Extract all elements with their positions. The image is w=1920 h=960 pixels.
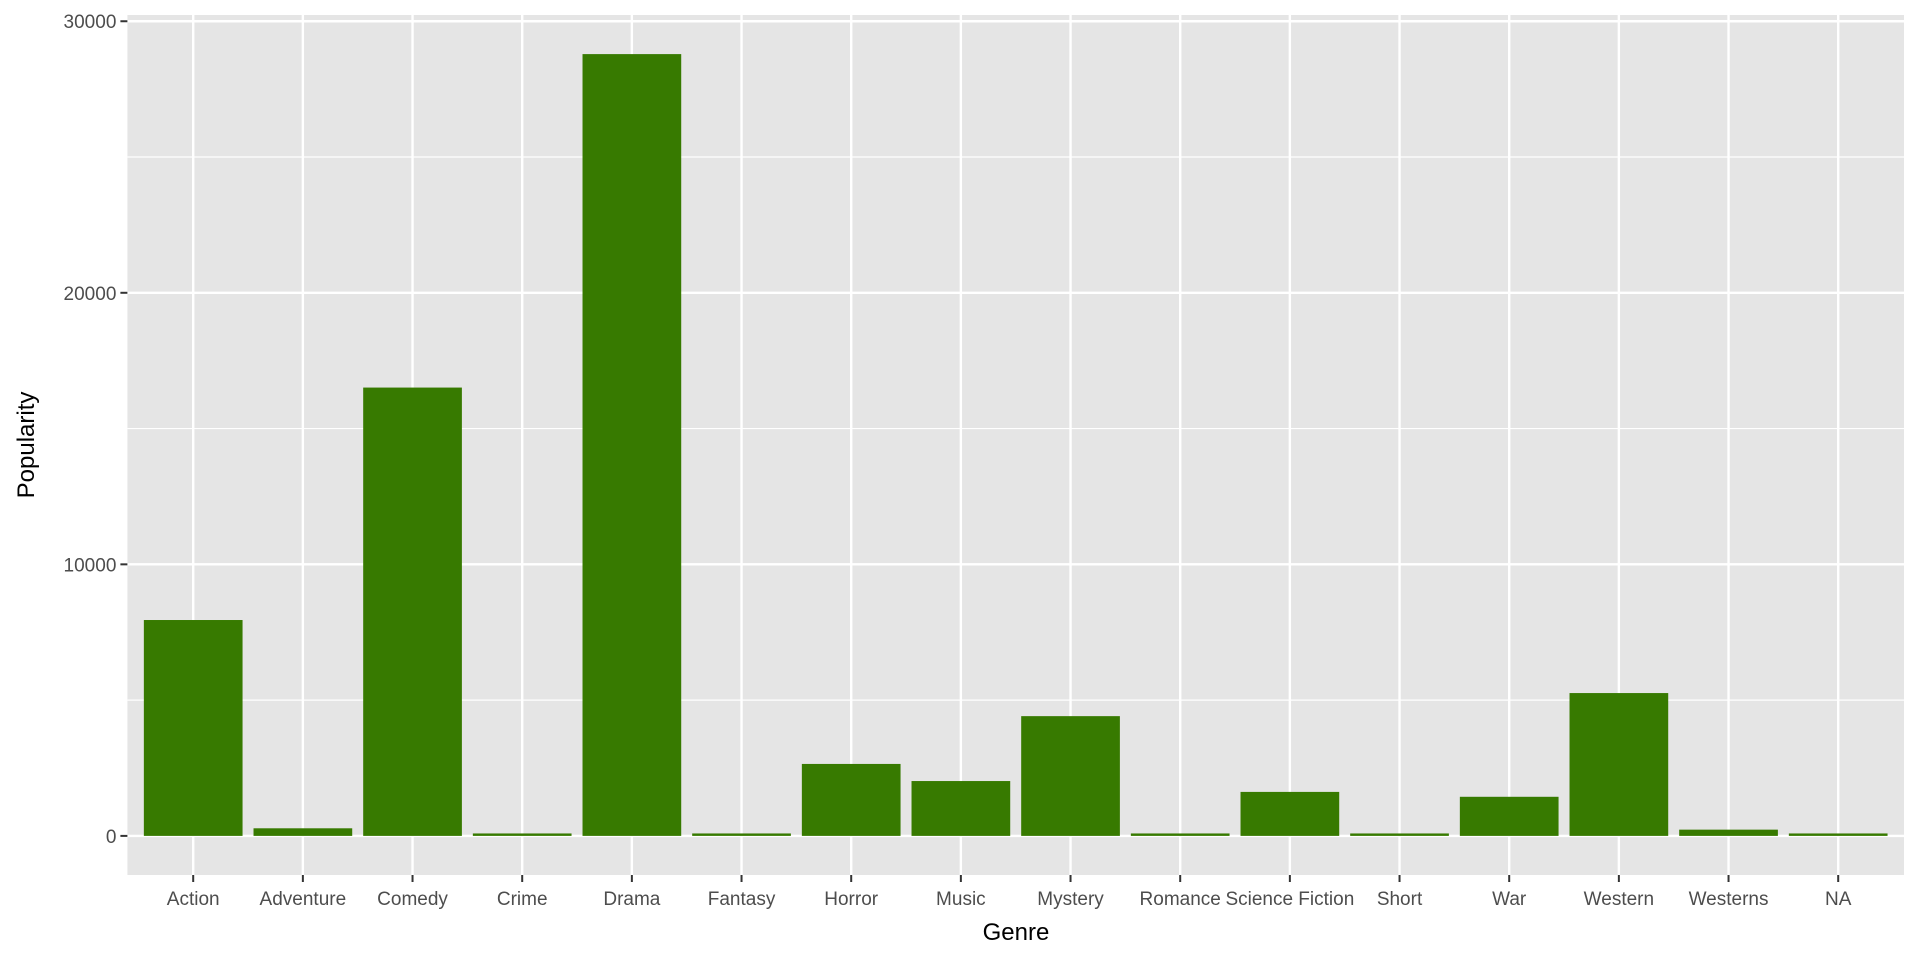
y-tick-label: 20000 [64,284,117,305]
x-tick-label: Music [936,889,986,910]
x-tick-label: Short [1377,889,1423,910]
x-tick-label: Comedy [377,889,448,910]
bar-horror [801,763,901,836]
x-tick-label: Mystery [1037,889,1104,910]
y-tick-label: 0 [106,827,117,848]
y-axis: 0 10000 20000 30000 [64,12,128,848]
x-tick-label: Western [1584,889,1654,910]
y-tick-label: 10000 [64,555,117,576]
bar-na [1788,833,1888,836]
x-tick-label: Adventure [260,889,347,910]
bar-western [1569,693,1669,836]
bar-short [1350,833,1449,836]
bar-war [1459,796,1559,836]
x-axis-title: Genre [983,919,1050,946]
x-tick-label: Crime [497,889,548,910]
bars [143,54,1888,836]
x-tick-label: Romance [1140,889,1221,910]
x-tick-label: Science Fiction [1225,889,1354,910]
bar-westerns [1679,829,1778,836]
bar-fantasy [692,833,791,836]
bar-crime [472,833,572,836]
y-tick-label: 30000 [64,12,117,33]
bar-music [911,781,1011,836]
x-tick-label: Horror [824,889,879,910]
bar-drama [582,54,682,836]
bar-adventure [253,828,353,836]
bar-mystery [1021,716,1120,836]
x-tick-label: NA [1825,889,1852,910]
x-tick-label: War [1492,889,1527,910]
x-tick-label: Drama [603,889,660,910]
x-tick-label: Westerns [1689,889,1769,910]
y-axis-title: Popularity [13,392,40,499]
bar-science-fiction [1240,791,1340,836]
x-tick-label: Fantasy [708,889,776,910]
bar-romance [1130,833,1230,836]
bar-action [143,620,243,836]
x-tick-label: Action [167,889,220,910]
x-axis: Action Adventure Comedy Crime Drama Fantasy Ho… [167,875,1852,910]
bar-comedy [363,387,462,836]
